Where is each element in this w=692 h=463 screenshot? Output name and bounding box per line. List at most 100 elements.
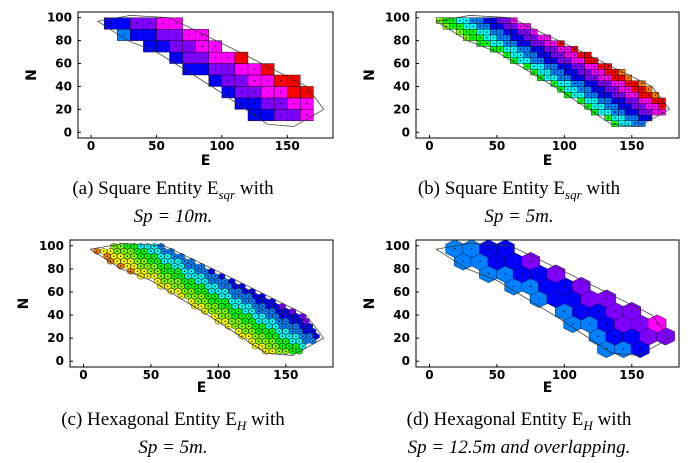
- cell-center-dot: [499, 48, 501, 50]
- cell-center-dot: [529, 260, 532, 262]
- cell-center-dot: [614, 117, 616, 119]
- caption-c-line1: (c) Hexagonal Entity E: [61, 409, 237, 430]
- cell-center-dot: [594, 82, 596, 85]
- cell-center-dot: [506, 42, 508, 45]
- cell-center-dot: [204, 300, 206, 302]
- cell-center-dot: [251, 310, 253, 312]
- cell-center-dot: [288, 325, 290, 327]
- cell-center-dot: [143, 250, 145, 252]
- cell-center-dot: [253, 68, 256, 70]
- x-tick-label: 0: [87, 139, 95, 153]
- cell-center-dot: [163, 260, 166, 262]
- cell-center-dot: [291, 330, 294, 332]
- cell-center-dot: [597, 310, 599, 312]
- cell-center-dot: [281, 315, 284, 317]
- cell-center-dot: [274, 305, 277, 307]
- cell-center-dot: [605, 348, 608, 350]
- cell-center-dot: [190, 290, 193, 292]
- cell-center-dot: [553, 59, 555, 62]
- cell-center-dot: [546, 285, 549, 287]
- cell-center-dot: [214, 275, 216, 277]
- cell-center-dot: [513, 48, 515, 50]
- caption-b-line2: Sp = 5m.: [484, 205, 554, 227]
- cell-center-dot: [519, 42, 522, 45]
- cell-center-dot: [553, 71, 555, 73]
- cell-center-dot: [244, 330, 247, 332]
- cell-center-dot: [305, 320, 307, 322]
- cell-center-dot: [200, 275, 203, 277]
- cell-center-dot: [479, 31, 481, 33]
- cell-center-dot: [109, 250, 112, 252]
- cell-center-dot: [133, 255, 135, 257]
- cell-center-dot: [241, 335, 243, 337]
- cell-center-dot: [183, 260, 186, 262]
- cell-center-dot: [622, 323, 625, 325]
- cell-center-dot: [641, 100, 643, 102]
- cell-center-dot: [306, 114, 308, 116]
- cell-center-dot: [567, 88, 569, 91]
- cell-center-dot: [140, 255, 142, 257]
- cell-center-dot: [177, 280, 179, 282]
- cell-center-dot: [285, 340, 287, 342]
- cell-center-dot: [560, 82, 562, 85]
- cell-center-dot: [240, 102, 243, 105]
- caption-a-line2: Sp = 10m.: [133, 205, 213, 227]
- cell-center-dot: [492, 42, 495, 45]
- cell-center-dot: [183, 270, 186, 272]
- cell-center-dot: [175, 34, 177, 36]
- cell-center-dot: [210, 290, 213, 292]
- cell-center-dot: [538, 298, 540, 300]
- y-tick-label: 80: [55, 34, 72, 48]
- y-tick-label: 80: [393, 34, 410, 48]
- x-tick-label: 150: [619, 368, 644, 382]
- cell-center-dot: [607, 77, 609, 79]
- cell-center-dot: [221, 305, 223, 307]
- cell-center-dot: [567, 48, 569, 50]
- x-tick-label: 0: [425, 368, 433, 382]
- cell-center-dot: [207, 285, 209, 287]
- cell-center-dot: [614, 105, 616, 108]
- cell-center-dot: [607, 82, 609, 85]
- cell-center-dot: [647, 117, 650, 119]
- cell-center-dot: [170, 260, 172, 262]
- cell-center-dot: [560, 48, 562, 50]
- cell-center-dot: [175, 57, 177, 59]
- cell-center-dot: [627, 88, 630, 91]
- cell-center-dot: [312, 330, 314, 332]
- cell-center-dot: [264, 310, 267, 312]
- cell-center-dot: [594, 94, 596, 96]
- cell-center-dot: [492, 31, 495, 33]
- cell-center-dot: [513, 42, 515, 45]
- cell-center-dot: [614, 100, 616, 102]
- cell-center-dot: [614, 82, 616, 85]
- cell-center-dot: [580, 285, 582, 287]
- cell-center-dot: [240, 80, 243, 82]
- y-axis-label: N: [16, 298, 32, 310]
- cell-center-dot: [244, 310, 247, 312]
- cell-center-dot: [506, 25, 508, 28]
- cell-center-dot: [620, 100, 623, 102]
- cell-center-dot: [162, 22, 164, 25]
- cell-center-dot: [201, 34, 203, 36]
- cell-center-dot: [194, 295, 196, 297]
- cell-center-dot: [153, 245, 155, 247]
- cell-center-dot: [129, 250, 132, 252]
- cell-center-dot: [479, 19, 481, 22]
- cell-center-dot: [224, 320, 226, 322]
- cell-center-dot: [268, 335, 270, 337]
- cell-center-dot: [614, 94, 616, 96]
- cell-center-dot: [572, 298, 574, 300]
- cell-center-dot: [499, 19, 501, 22]
- cell-center-dot: [614, 335, 616, 337]
- cell-center-dot: [278, 350, 280, 352]
- cell-center-dot: [254, 335, 257, 337]
- cell-center-dot: [573, 48, 576, 50]
- cell-center-dot: [281, 325, 284, 327]
- cell-center-dot: [123, 22, 125, 25]
- caption-a-tail: with: [235, 178, 274, 199]
- cell-center-dot: [119, 265, 122, 267]
- cell-center-dot: [153, 255, 155, 257]
- cell-center-dot: [261, 335, 263, 337]
- cell-center-dot: [258, 310, 260, 312]
- cell-center-dot: [177, 270, 179, 272]
